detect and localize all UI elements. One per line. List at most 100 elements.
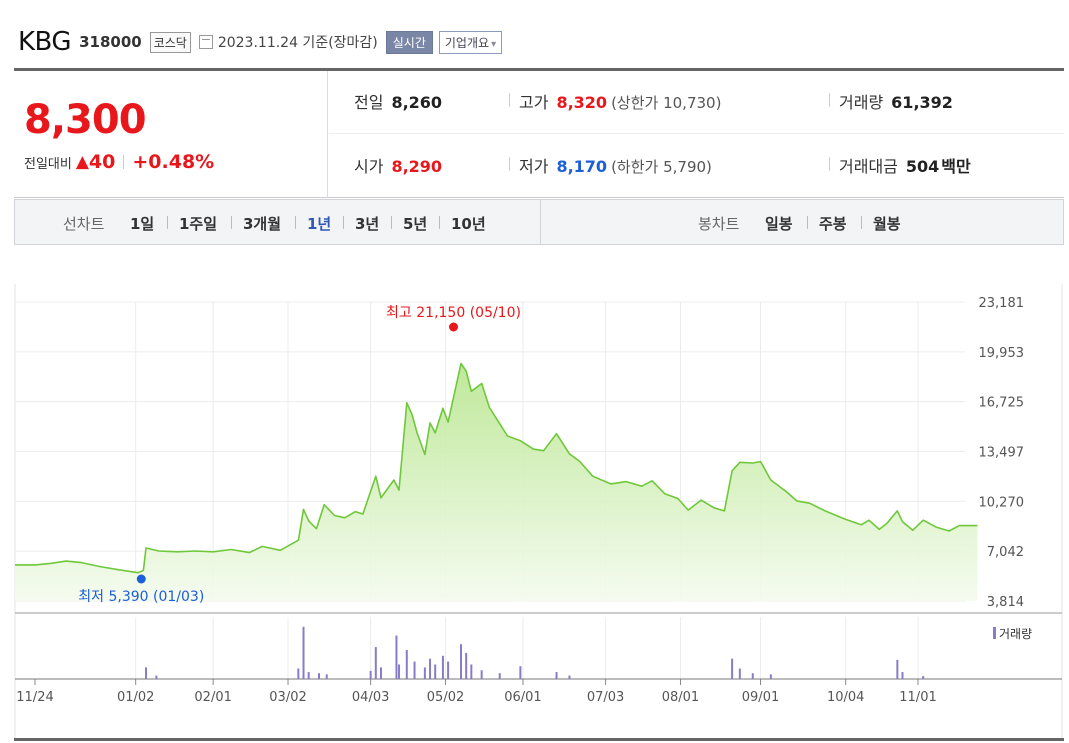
tab-separator [807,216,808,229]
volume-bar [470,664,473,679]
volume-label: 거래량 [839,93,884,112]
company-overview-button[interactable]: 기업개요 ▾ [438,30,503,54]
current-price: 8,300 [24,97,147,143]
volume-value: 61,392 [891,93,953,112]
tab-separator [231,216,232,229]
prev-close-label: 전일 [354,93,384,112]
volume-bar [447,661,450,679]
tab-separator [167,216,168,229]
volume-bar [751,673,754,679]
candle-chart-label: 봉차트 [698,215,740,233]
tab-group-divider [540,200,541,244]
x-tick-label: 11/24 [16,690,53,705]
separator [123,155,125,169]
volume-bar [379,667,382,679]
stock-name: KBG [18,27,72,57]
change-info: 전일대비 ▲ 40 +0.48% [24,151,214,173]
x-tick-label: 01/02 [117,690,154,705]
high-price: 고가 8,320 (상한가 10,730) [519,89,721,113]
low-value: 8,170 [556,157,608,176]
volume-info: 거래량 61,392 [839,89,953,113]
tab-10-years[interactable]: 10년 [451,215,486,233]
volume-bar [395,635,398,679]
open-value: 8,290 [391,157,443,176]
tab-weekly-candle[interactable]: 주봉 [819,215,847,233]
chevron-down-icon: ▾ [491,38,497,50]
volume-bar [297,668,300,679]
volume-bar [465,652,468,679]
tab-5-years[interactable]: 5년 [403,215,428,233]
upper-limit: (상한가 10,730) [611,94,722,112]
divider [829,93,830,107]
tab-separator [343,216,344,229]
y-tick-label: 10,270 [979,495,1025,510]
x-tick-label: 06/01 [504,690,541,705]
quote-details: 전일 8,260 고가 8,320 (상한가 10,730) 거래량 61,39… [329,71,1064,198]
tab-1-week[interactable]: 1주일 [179,215,218,233]
divider [509,93,510,107]
realtime-button[interactable]: 실시간 [385,30,433,54]
y-tick-label: 19,953 [979,346,1025,361]
quote-row: 시가 8,290 저가 8,170 (하한가 5,790) 거래대금 504 백… [329,135,1064,198]
change-amount: 40 [88,151,116,173]
volume-bar [498,673,501,679]
price-line [15,362,978,574]
bottom-border [14,738,1064,741]
tab-monthly-candle[interactable]: 월봉 [873,215,901,233]
volume-bar [769,674,772,679]
tab-1-year[interactable]: 1년 [307,215,332,233]
tab-3-years[interactable]: 3년 [355,215,380,233]
x-tick-label: 05/02 [427,690,464,705]
lower-limit: (하한가 5,790) [611,158,712,176]
y-tick-label: 23,181 [979,296,1025,311]
volume-bar [405,650,408,679]
tab-1-day[interactable]: 1일 [130,215,155,233]
quote-date: 2023.11.24 기준(장마감) [217,35,378,51]
tab-separator [391,216,392,229]
x-tick-label: 11/01 [899,690,936,705]
volume-bar [555,672,558,679]
x-tick-label: 03/02 [269,690,306,705]
tab-daily-candle[interactable]: 일봉 [765,215,793,233]
open-label: 시가 [354,157,384,176]
low-label: 저가 [519,157,549,176]
price-cell: 8,300 전일대비 ▲ 40 +0.48% [14,71,328,198]
volume-bar [145,667,148,679]
high-label: 고가 [519,93,549,112]
quote-row: 전일 8,260 고가 8,320 (상한가 10,730) 거래량 61,39… [329,71,1064,134]
chart-tabs: 선차트 1일 1주일 3개월 1년 3년 5년 10년 봉차트 일봉 주봉 월봉 [14,199,1064,245]
tab-separator [295,216,296,229]
volume-bar [731,658,734,679]
volume-bar [568,675,571,679]
volume-bar [325,674,328,679]
stock-code: 318000 [79,33,142,51]
volume-bar [302,626,305,679]
volume-bar [369,670,372,679]
x-tick-label: 10/04 [827,690,864,705]
volume-bar [423,667,426,679]
y-tick-label: 16,725 [979,396,1025,411]
amount-unit: 백만 [941,157,971,176]
trade-amount: 거래대금 504 백만 [839,153,971,177]
y-tick-label: 3,814 [987,595,1024,610]
low-price: 저가 8,170 (하한가 5,790) [519,153,712,177]
volume-bar [413,661,416,679]
volume-legend-label: 거래량 [999,627,1032,641]
low-marker [136,574,146,584]
prev-close-value: 8,260 [391,93,443,112]
tab-separator [439,216,440,229]
volume-bar [318,673,321,679]
high-marker [449,322,459,332]
volume-bar [519,666,522,679]
x-tick-label: 02/01 [194,690,231,705]
volume-bar [155,675,158,679]
high-annotation-label: 최고 21,150 (05/10) [386,305,521,321]
volume-bar [429,658,432,679]
high-value: 8,320 [556,93,608,112]
volume-bar [922,676,925,679]
y-tick-label: 13,497 [979,446,1025,461]
volume-bar [738,668,741,679]
amount-label: 거래대금 [839,157,898,176]
tab-3-months[interactable]: 3개월 [243,215,282,233]
line-chart-label: 선차트 [63,215,105,233]
